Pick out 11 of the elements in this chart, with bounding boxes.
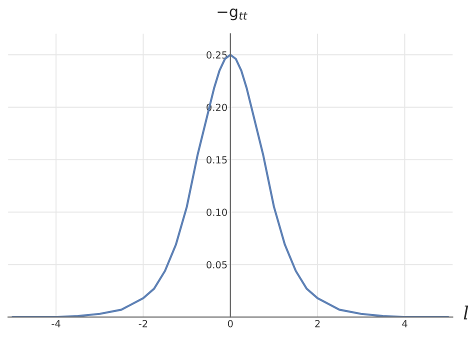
x-tick-label: 2	[315, 320, 320, 328]
x-tick-label: -2	[138, 320, 148, 328]
y-tick-label: 0.10	[206, 208, 227, 216]
y-tick-label: 0.05	[206, 261, 227, 268]
y-tick-label: 0.25	[206, 51, 227, 59]
x-axis-title: l	[464, 306, 468, 320]
y-axis-title: −g$_{tt}$	[218, 8, 248, 20]
y-tick-label: 0.15	[206, 156, 227, 164]
x-tick-label: 4	[402, 320, 408, 328]
x-tick-label: 0	[228, 320, 233, 328]
x-tick-label: -4	[52, 320, 60, 328]
